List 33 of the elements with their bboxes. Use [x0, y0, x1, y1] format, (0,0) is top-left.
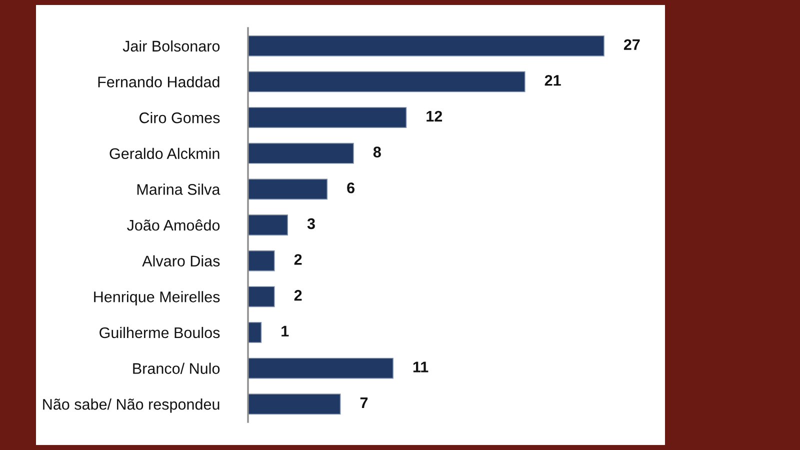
bar [248, 358, 394, 379]
bar [248, 214, 288, 236]
data-label: 1 [282, 326, 289, 336]
bar [248, 35, 604, 56]
bar [248, 286, 275, 308]
bar [248, 71, 526, 92]
y-tick-label: Geraldo Alckmin [110, 148, 220, 160]
bar [248, 250, 275, 272]
y-tick-label: Guilherme Boulos [100, 326, 220, 338]
data-label: 11 [413, 362, 428, 372]
bar [248, 178, 328, 200]
y-tick-label: Fernando Haddad [98, 76, 220, 88]
data-label: 27 [624, 39, 640, 50]
y-tick-label: Henrique Meirelles [94, 291, 220, 306]
data-label: 6 [347, 182, 354, 194]
bar [248, 142, 354, 164]
y-tick-label: João Amoêdo [127, 219, 220, 231]
bar [248, 394, 341, 415]
y-tick-label: Não sabe/ Não respondeu [43, 398, 220, 413]
data-label: 3 [307, 218, 315, 230]
y-tick-label: Jair Bolsonaro [122, 40, 220, 52]
data-label: 21 [544, 75, 561, 86]
y-tick-label: Branco/ Nulo [133, 362, 220, 374]
y-tick-label: Alvaro Dias [142, 255, 220, 267]
y-tick-label: Marina Silva [137, 184, 220, 195]
data-label: 2 [294, 290, 302, 301]
data-label: 2 [294, 254, 302, 265]
data-label: 7 [360, 398, 368, 408]
data-label: 12 [426, 110, 442, 122]
data-label: 8 [373, 146, 381, 158]
y-tick-label: Ciro Gomes [140, 112, 220, 124]
bar [248, 107, 407, 128]
bar [248, 322, 262, 343]
